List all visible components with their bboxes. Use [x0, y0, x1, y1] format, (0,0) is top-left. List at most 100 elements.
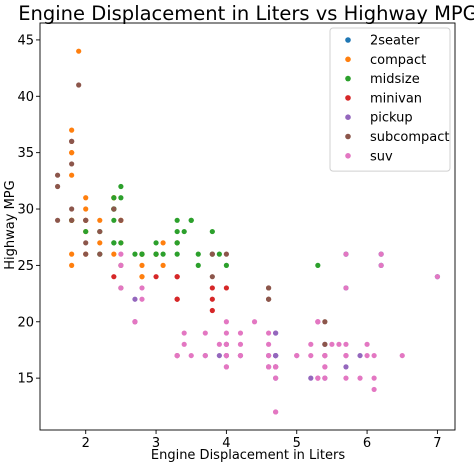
data-point: [160, 240, 166, 246]
data-point: [160, 262, 166, 268]
legend-label: subcompact: [370, 130, 450, 145]
data-point: [202, 352, 208, 359]
data-point: [223, 352, 229, 359]
data-point: [273, 330, 279, 336]
data-point: [181, 228, 187, 235]
y-tick-label: 45: [17, 33, 34, 48]
data-point: [209, 296, 215, 302]
data-point: [343, 375, 349, 381]
data-point: [188, 352, 194, 359]
data-point: [69, 251, 75, 257]
data-point: [76, 82, 82, 88]
data-point: [223, 319, 229, 325]
legend-label: midsize: [370, 72, 420, 87]
data-point: [76, 48, 82, 54]
data-point: [216, 341, 222, 347]
data-point: [364, 341, 370, 347]
legend-marker: [345, 95, 351, 101]
data-point: [111, 251, 117, 257]
data-point: [97, 251, 103, 257]
data-point: [69, 161, 75, 167]
data-point: [181, 330, 187, 336]
data-point: [223, 364, 229, 370]
data-point: [357, 375, 363, 381]
data-point: [209, 251, 215, 257]
legend: 2seater compact midsize minivan pickup subcom…: [329, 27, 451, 172]
data-point: [209, 285, 215, 291]
data-point: [223, 330, 229, 336]
legend-box: [329, 27, 451, 172]
data-point: [132, 296, 138, 302]
data-point: [308, 375, 314, 381]
data-point: [371, 386, 377, 393]
legend-label: suv: [370, 149, 393, 164]
data-point: [174, 217, 180, 223]
data-point: [273, 375, 279, 381]
x-tick-label: 2: [82, 436, 90, 451]
data-point: [237, 341, 244, 347]
data-point: [111, 240, 117, 246]
data-point: [174, 352, 180, 359]
data-point: [54, 217, 61, 223]
data-point: [378, 251, 384, 257]
data-point: [69, 150, 75, 156]
data-point: [223, 251, 229, 257]
x-tick-label: 5: [293, 436, 301, 451]
data-point: [69, 127, 75, 133]
data-point: [343, 352, 349, 359]
data-point: [111, 274, 117, 280]
data-point: [223, 285, 229, 291]
data-point: [343, 364, 349, 370]
legend-label: minivan: [370, 91, 422, 106]
legend-label: pickup: [370, 111, 413, 126]
data-point: [273, 364, 279, 370]
data-point: [209, 307, 215, 314]
data-point: [111, 206, 117, 212]
data-point: [195, 251, 201, 257]
data-point: [118, 262, 124, 268]
data-point: [322, 341, 328, 347]
data-point: [266, 364, 272, 370]
data-point: [69, 206, 75, 212]
data-point: [83, 195, 89, 201]
data-point: [308, 341, 314, 347]
data-point: [132, 319, 138, 325]
plot-frame: [39, 22, 456, 431]
x-tick-label: 4: [222, 436, 230, 451]
data-point: [322, 319, 328, 325]
data-point: [216, 251, 222, 257]
data-point: [336, 341, 342, 347]
data-point: [237, 330, 244, 336]
data-point: [174, 274, 180, 280]
y-tick-label: 25: [17, 259, 34, 274]
legend-marker: [345, 114, 351, 120]
legend-marker: [345, 56, 351, 63]
data-point: [160, 251, 166, 257]
y-tick-label: 35: [17, 146, 34, 161]
data-point: [216, 352, 222, 359]
legend-label: 2seater: [370, 34, 420, 49]
y-tick-label: 40: [17, 90, 34, 105]
data-point: [266, 285, 272, 291]
data-point: [97, 217, 103, 223]
data-point: [371, 352, 377, 359]
series-suv: [118, 251, 441, 415]
data-point: [364, 352, 370, 359]
data-point: [118, 251, 124, 257]
data-point: [399, 352, 405, 359]
data-point: [315, 375, 321, 381]
data-point: [266, 341, 272, 347]
data-point: [83, 206, 89, 212]
data-point: [371, 375, 377, 381]
data-point: [69, 138, 75, 144]
data-point: [322, 375, 328, 381]
legend-label: compact: [370, 53, 426, 68]
data-point: [434, 274, 441, 280]
x-tick-label: 7: [433, 436, 441, 451]
data-point: [118, 285, 124, 291]
data-point: [118, 217, 124, 223]
x-axis-label: Engine Displacement in Liters: [151, 448, 345, 463]
data-point: [153, 240, 159, 246]
data-point: [343, 285, 349, 291]
